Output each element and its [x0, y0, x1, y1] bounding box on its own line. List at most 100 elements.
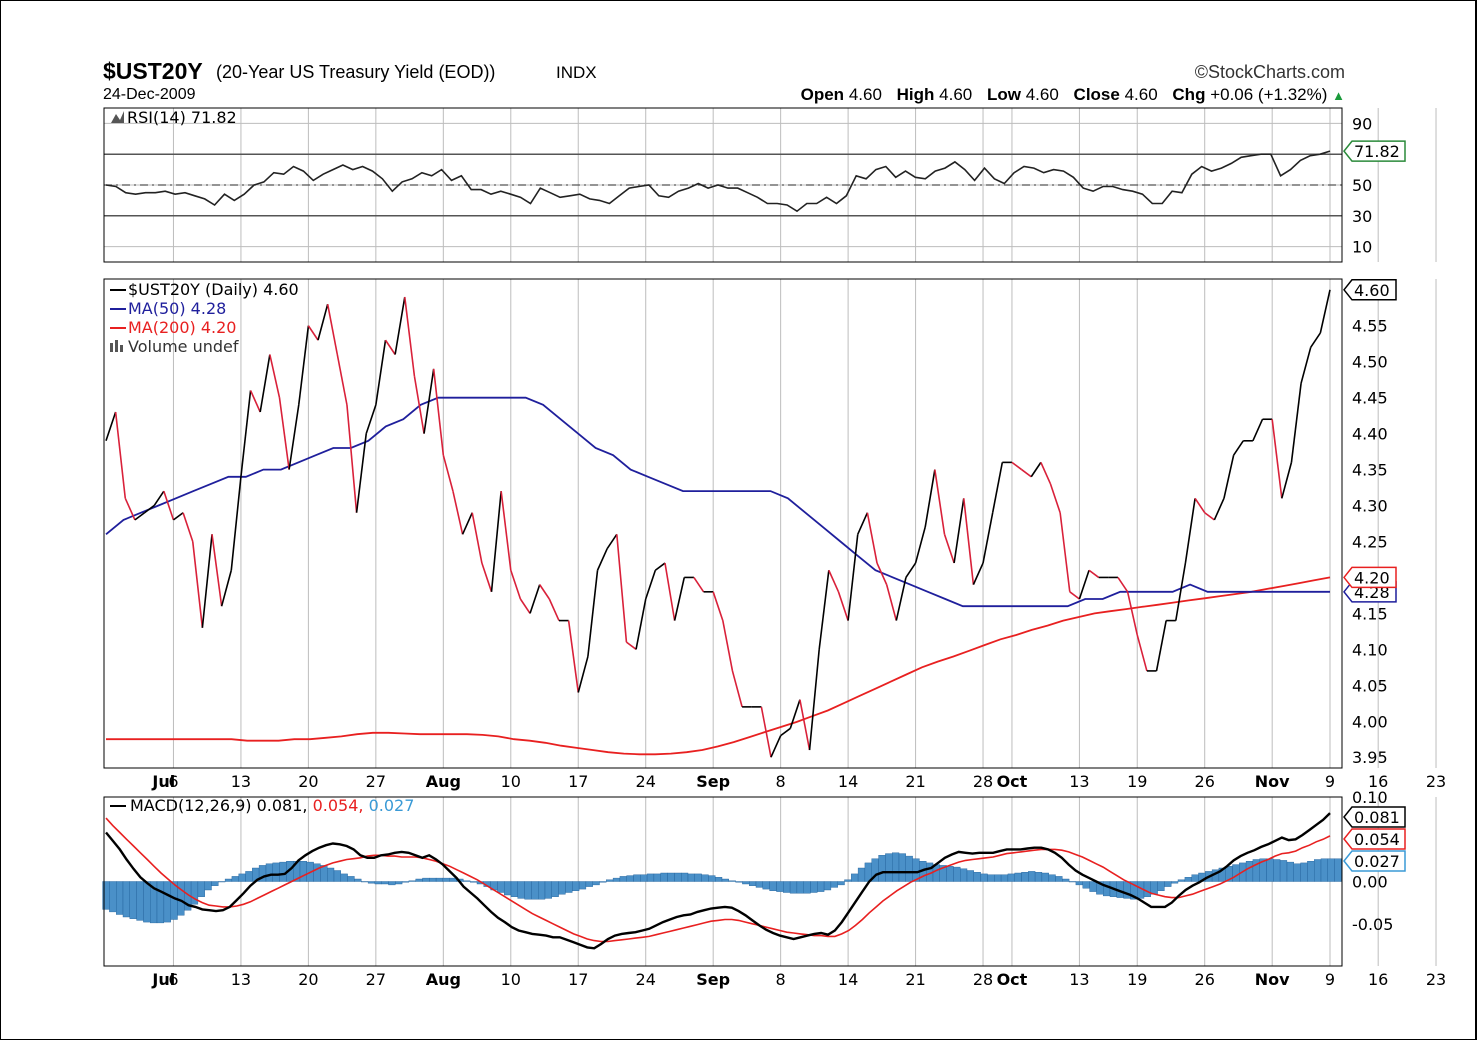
price-segment — [828, 569, 840, 593]
price-segment — [1271, 419, 1283, 499]
macd-histogram-bar — [327, 867, 335, 882]
price-segment — [307, 325, 319, 341]
macd-histogram-bar — [245, 871, 253, 882]
volume-icon — [110, 340, 123, 352]
price-segment — [780, 727, 791, 737]
price-segment — [596, 548, 608, 571]
price-segment — [606, 533, 618, 550]
low-label: Low — [986, 85, 1021, 104]
macd-histogram-bar — [783, 881, 791, 893]
macd-histogram-bar — [197, 881, 205, 897]
macd-histogram-bar — [973, 872, 981, 882]
macd-histogram-bar — [823, 881, 832, 891]
price-segment — [808, 649, 820, 751]
macd-histogram-bar — [1313, 859, 1322, 882]
price-ytick-label: 4.40 — [1352, 425, 1388, 444]
rsi-value-label-box — [1343, 140, 1406, 162]
macd-panel: 0.10 0.00 -0.05 MACD(12,26,9) 0.081, 0.054,… — [102, 788, 1446, 989]
brand-watermark: ©StockCharts.com — [1194, 62, 1345, 82]
quote-bar: Open 4.60 High 4.60 Low 4.60 Close 4.60 … — [801, 85, 1345, 105]
macd-xtick-label: 28 — [973, 970, 993, 989]
price-xtick-label: 13 — [231, 772, 251, 791]
rsi-panel: 90 50 30 10 RSI(14) 71.82 71.82 — [103, 107, 1437, 263]
macd-histogram-bar — [592, 881, 600, 886]
macd-histogram-bar — [640, 874, 648, 882]
price-xtick-label: Jul — [151, 772, 175, 791]
macd-histogram-bar — [538, 881, 546, 900]
macd-histogram-bar — [1082, 881, 1090, 889]
macd-histogram-bar — [810, 881, 818, 893]
price-xtick-label: 21 — [905, 772, 925, 791]
macd-histogram-bar — [755, 881, 764, 888]
macd-histogram-bar — [980, 873, 988, 882]
price-xtick-label: 17 — [568, 772, 588, 791]
macd-histogram-bar — [892, 852, 900, 882]
macd-histogram-bar — [1055, 876, 1063, 882]
price-segment — [587, 570, 599, 657]
macd-xtick-label: Sep — [696, 970, 730, 989]
price-segment — [500, 491, 512, 571]
macd-histogram-bar — [599, 881, 607, 883]
macd-legend-value: 0.054, — [313, 796, 369, 815]
macd-histogram-bar — [354, 878, 362, 882]
macd-legend-label: MACD(12,26,9) — [130, 796, 257, 815]
macd-histogram-bar — [898, 853, 907, 882]
price-segment — [1126, 591, 1139, 636]
macd-histogram-bar — [681, 872, 689, 882]
macd-histogram-bar — [626, 875, 634, 882]
macd-histogram-bar — [1041, 872, 1049, 882]
price-xtick-label: 23 — [1426, 772, 1446, 791]
macd-histogram-bar — [769, 881, 777, 892]
price-segment — [423, 368, 435, 434]
macd-histogram-bar — [1075, 881, 1083, 886]
price-legend-entry: Volume undef — [128, 337, 239, 356]
price-segment — [1069, 591, 1080, 600]
price-segment — [201, 534, 213, 628]
macd-value-label-box — [1343, 850, 1406, 872]
macd-histogram-bar — [735, 881, 743, 883]
price-segment — [991, 462, 1004, 513]
macd-histogram-bar — [204, 881, 212, 891]
macd-legend: MACD(12,26,9) 0.081, 0.054, 0.027 — [130, 796, 414, 815]
macd-histogram-bar — [776, 881, 784, 892]
macd-histogram-bar — [558, 881, 566, 895]
macd-histogram-bar — [422, 877, 430, 882]
macd-histogram-bar — [1191, 874, 1199, 882]
chart-symbol: $UST20Y — [103, 58, 203, 84]
macd-histogram-bar — [1279, 860, 1288, 882]
price-segment — [770, 735, 782, 758]
macd-xtick-label: Oct — [997, 970, 1028, 989]
macd-histogram-bar — [708, 875, 716, 882]
macd-xtick-label: 20 — [298, 970, 318, 989]
macd-histogram-bar — [238, 873, 246, 882]
chg-value: +0.06 (+1.32%) — [1210, 85, 1328, 104]
price-segment — [269, 354, 281, 398]
macd-histogram-bar — [1334, 858, 1342, 882]
price-segment — [297, 325, 310, 405]
price-segment — [1175, 562, 1187, 621]
macd-histogram-bar — [510, 881, 519, 897]
price-segment — [114, 411, 127, 499]
rsi-ytick-label: 10 — [1352, 238, 1372, 257]
price-segment — [1252, 418, 1264, 442]
rsi-value-label: 71.82 — [1354, 142, 1400, 161]
macd-histogram-bar — [143, 881, 151, 923]
macd-histogram-bar — [796, 881, 804, 894]
price-segment — [365, 404, 377, 434]
price-segment — [837, 591, 849, 621]
price-segment — [1040, 462, 1052, 485]
rsi-legend: RSI(14) 71.82 — [127, 108, 237, 127]
macd-histogram-bar — [1184, 877, 1192, 882]
macd-xtick-label: 26 — [1195, 970, 1215, 989]
macd-histogram-bar — [1123, 881, 1131, 899]
price-xtick-label: 24 — [636, 772, 656, 791]
macd-xtick-label: 10 — [501, 970, 521, 989]
macd-histogram-bar — [1164, 881, 1172, 887]
macd-xtick-label: 8 — [776, 970, 786, 989]
open-value: 4.60 — [848, 85, 882, 104]
macd-histogram-bar — [470, 881, 478, 883]
price-segment — [799, 699, 811, 751]
price-segment — [394, 296, 406, 355]
price-segment — [914, 526, 926, 564]
macd-histogram-bar — [1089, 881, 1097, 892]
